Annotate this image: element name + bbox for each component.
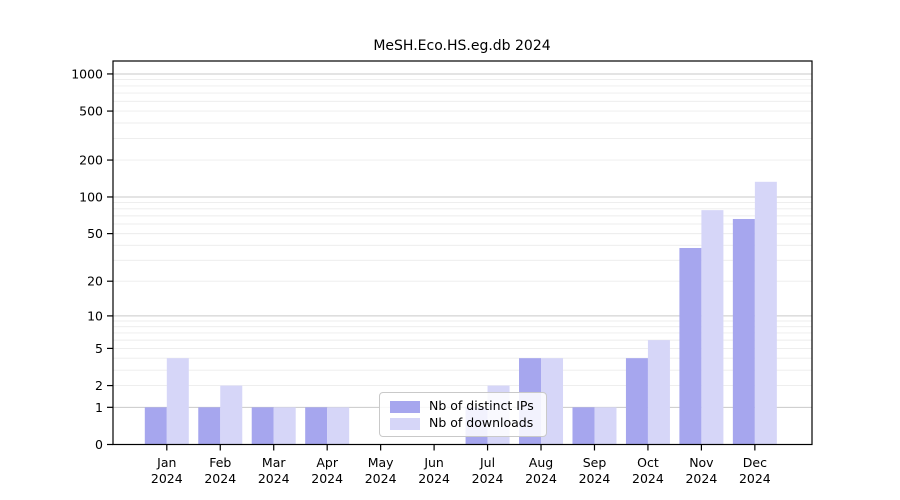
bar-downloads-nov [701,210,724,445]
x-tick-label-year: 2024 [151,471,183,486]
bar-distinct-ips-sep [572,407,595,445]
legend-item-distinct-ips: Nb of distinct IPs [390,398,538,415]
y-tick-label: 500 [79,104,103,119]
legend-swatch-downloads [390,417,420,430]
tick-labels: 01251020501002005001000Jan2024Feb2024Mar… [71,66,771,486]
legend-item-downloads: Nb of downloads [390,415,538,432]
x-tick-label-month: Sep [583,455,607,470]
x-tick-label-year: 2024 [204,471,236,486]
bar-distinct-ips-nov [679,248,702,445]
bar-distinct-ips-oct [625,358,648,445]
x-tick-label-month: Apr [316,455,338,470]
x-tick-label-month: Jan [156,455,176,470]
bar-downloads-feb [220,385,243,445]
bar-downloads-apr [327,407,350,445]
y-tick-label: 200 [79,153,103,168]
x-tick-label-month: Oct [637,455,659,470]
y-tick-label: 100 [79,189,103,204]
x-tick-label-year: 2024 [739,471,771,486]
y-tick-label: 1000 [71,66,103,81]
y-tick-label: 2 [95,378,103,393]
x-tick-label-month: Aug [529,455,553,470]
x-tick-label-year: 2024 [632,471,664,486]
x-tick-label-month: Jul [479,455,495,470]
y-tick-label: 5 [95,341,103,356]
x-tick-label-year: 2024 [258,471,290,486]
legend-swatch-distinct-ips [390,400,420,413]
x-tick-label-month: Dec [743,455,767,470]
x-tick-label-year: 2024 [579,471,611,486]
tick-marks [107,73,756,451]
bar-distinct-ips-apr [305,407,328,445]
bar-downloads-oct [647,340,670,445]
x-tick-label-year: 2024 [685,471,717,486]
bar-distinct-ips-mar [251,407,274,445]
plot-border [112,60,813,446]
chart-title: MeSH.Eco.HS.eg.db 2024 [373,38,550,54]
x-tick-label-month: May [368,455,394,470]
x-tick-label-month: Nov [689,455,714,470]
x-tick-label-year: 2024 [472,471,504,486]
x-tick-label-month: Jun [423,455,444,470]
legend-label-distinct-ips: Nb of distinct IPs [429,397,534,413]
y-tick-label: 20 [87,274,103,289]
legend-label-downloads: Nb of downloads [429,414,534,430]
bar-distinct-ips-jan [144,407,167,445]
y-tick-label: 10 [87,308,103,323]
x-tick-label-year: 2024 [525,471,557,486]
bar-distinct-ips-dec [732,218,755,445]
x-tick-label-year: 2024 [418,471,450,486]
bar-downloads-dec [754,181,777,445]
x-tick-label-year: 2024 [311,471,343,486]
bar-distinct-ips-feb [198,407,221,445]
y-tick-label: 50 [87,226,103,241]
minor-gridlines [113,79,812,387]
bar-downloads-jan [166,358,189,445]
x-tick-label-month: Feb [209,455,231,470]
axes-group [112,60,813,446]
bar-downloads-mar [273,407,296,445]
bar-downloads-sep [594,407,617,445]
y-tick-label: 0 [95,437,103,452]
x-tick-label-month: Mar [262,455,286,470]
legend: Nb of distinct IPs Nb of downloads [379,392,547,437]
x-tick-label-year: 2024 [365,471,397,486]
y-tick-label: 1 [95,400,103,415]
